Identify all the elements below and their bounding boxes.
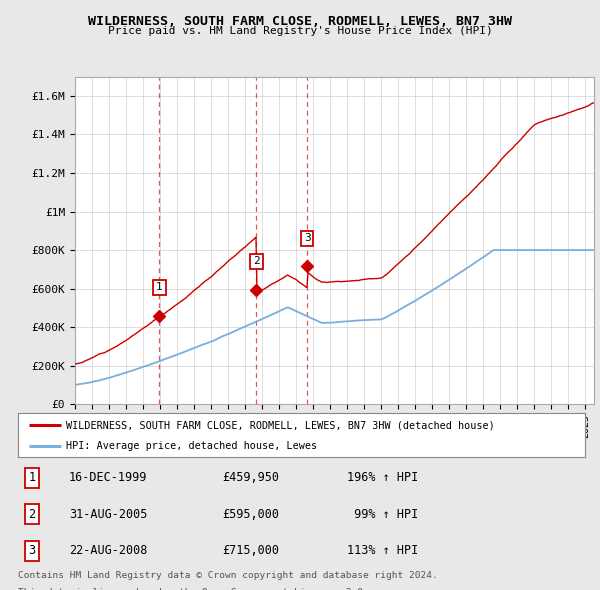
Text: 1: 1 [156,283,163,293]
Text: 2: 2 [253,257,260,267]
Text: This data is licensed under the Open Government Licence v3.0.: This data is licensed under the Open Gov… [18,588,369,590]
Text: 16-DEC-1999: 16-DEC-1999 [69,471,148,484]
Text: WILDERNESS, SOUTH FARM CLOSE, RODMELL, LEWES, BN7 3HW (detached house): WILDERNESS, SOUTH FARM CLOSE, RODMELL, L… [66,421,495,430]
Text: 22-AUG-2008: 22-AUG-2008 [69,544,148,558]
Text: HPI: Average price, detached house, Lewes: HPI: Average price, detached house, Lewe… [66,441,317,451]
Text: 113% ↑ HPI: 113% ↑ HPI [347,544,418,558]
Text: 3: 3 [304,233,311,243]
Text: Price paid vs. HM Land Registry's House Price Index (HPI): Price paid vs. HM Land Registry's House … [107,26,493,36]
Text: 2: 2 [29,507,36,521]
Text: 31-AUG-2005: 31-AUG-2005 [69,507,148,521]
Text: £595,000: £595,000 [222,507,279,521]
Text: £459,950: £459,950 [222,471,279,484]
Text: Contains HM Land Registry data © Crown copyright and database right 2024.: Contains HM Land Registry data © Crown c… [18,571,438,580]
Text: 196% ↑ HPI: 196% ↑ HPI [347,471,418,484]
Text: £715,000: £715,000 [222,544,279,558]
Text: 99% ↑ HPI: 99% ↑ HPI [347,507,418,521]
Text: WILDERNESS, SOUTH FARM CLOSE, RODMELL, LEWES, BN7 3HW: WILDERNESS, SOUTH FARM CLOSE, RODMELL, L… [88,15,512,28]
Text: 1: 1 [29,471,36,484]
Text: 3: 3 [29,544,36,558]
